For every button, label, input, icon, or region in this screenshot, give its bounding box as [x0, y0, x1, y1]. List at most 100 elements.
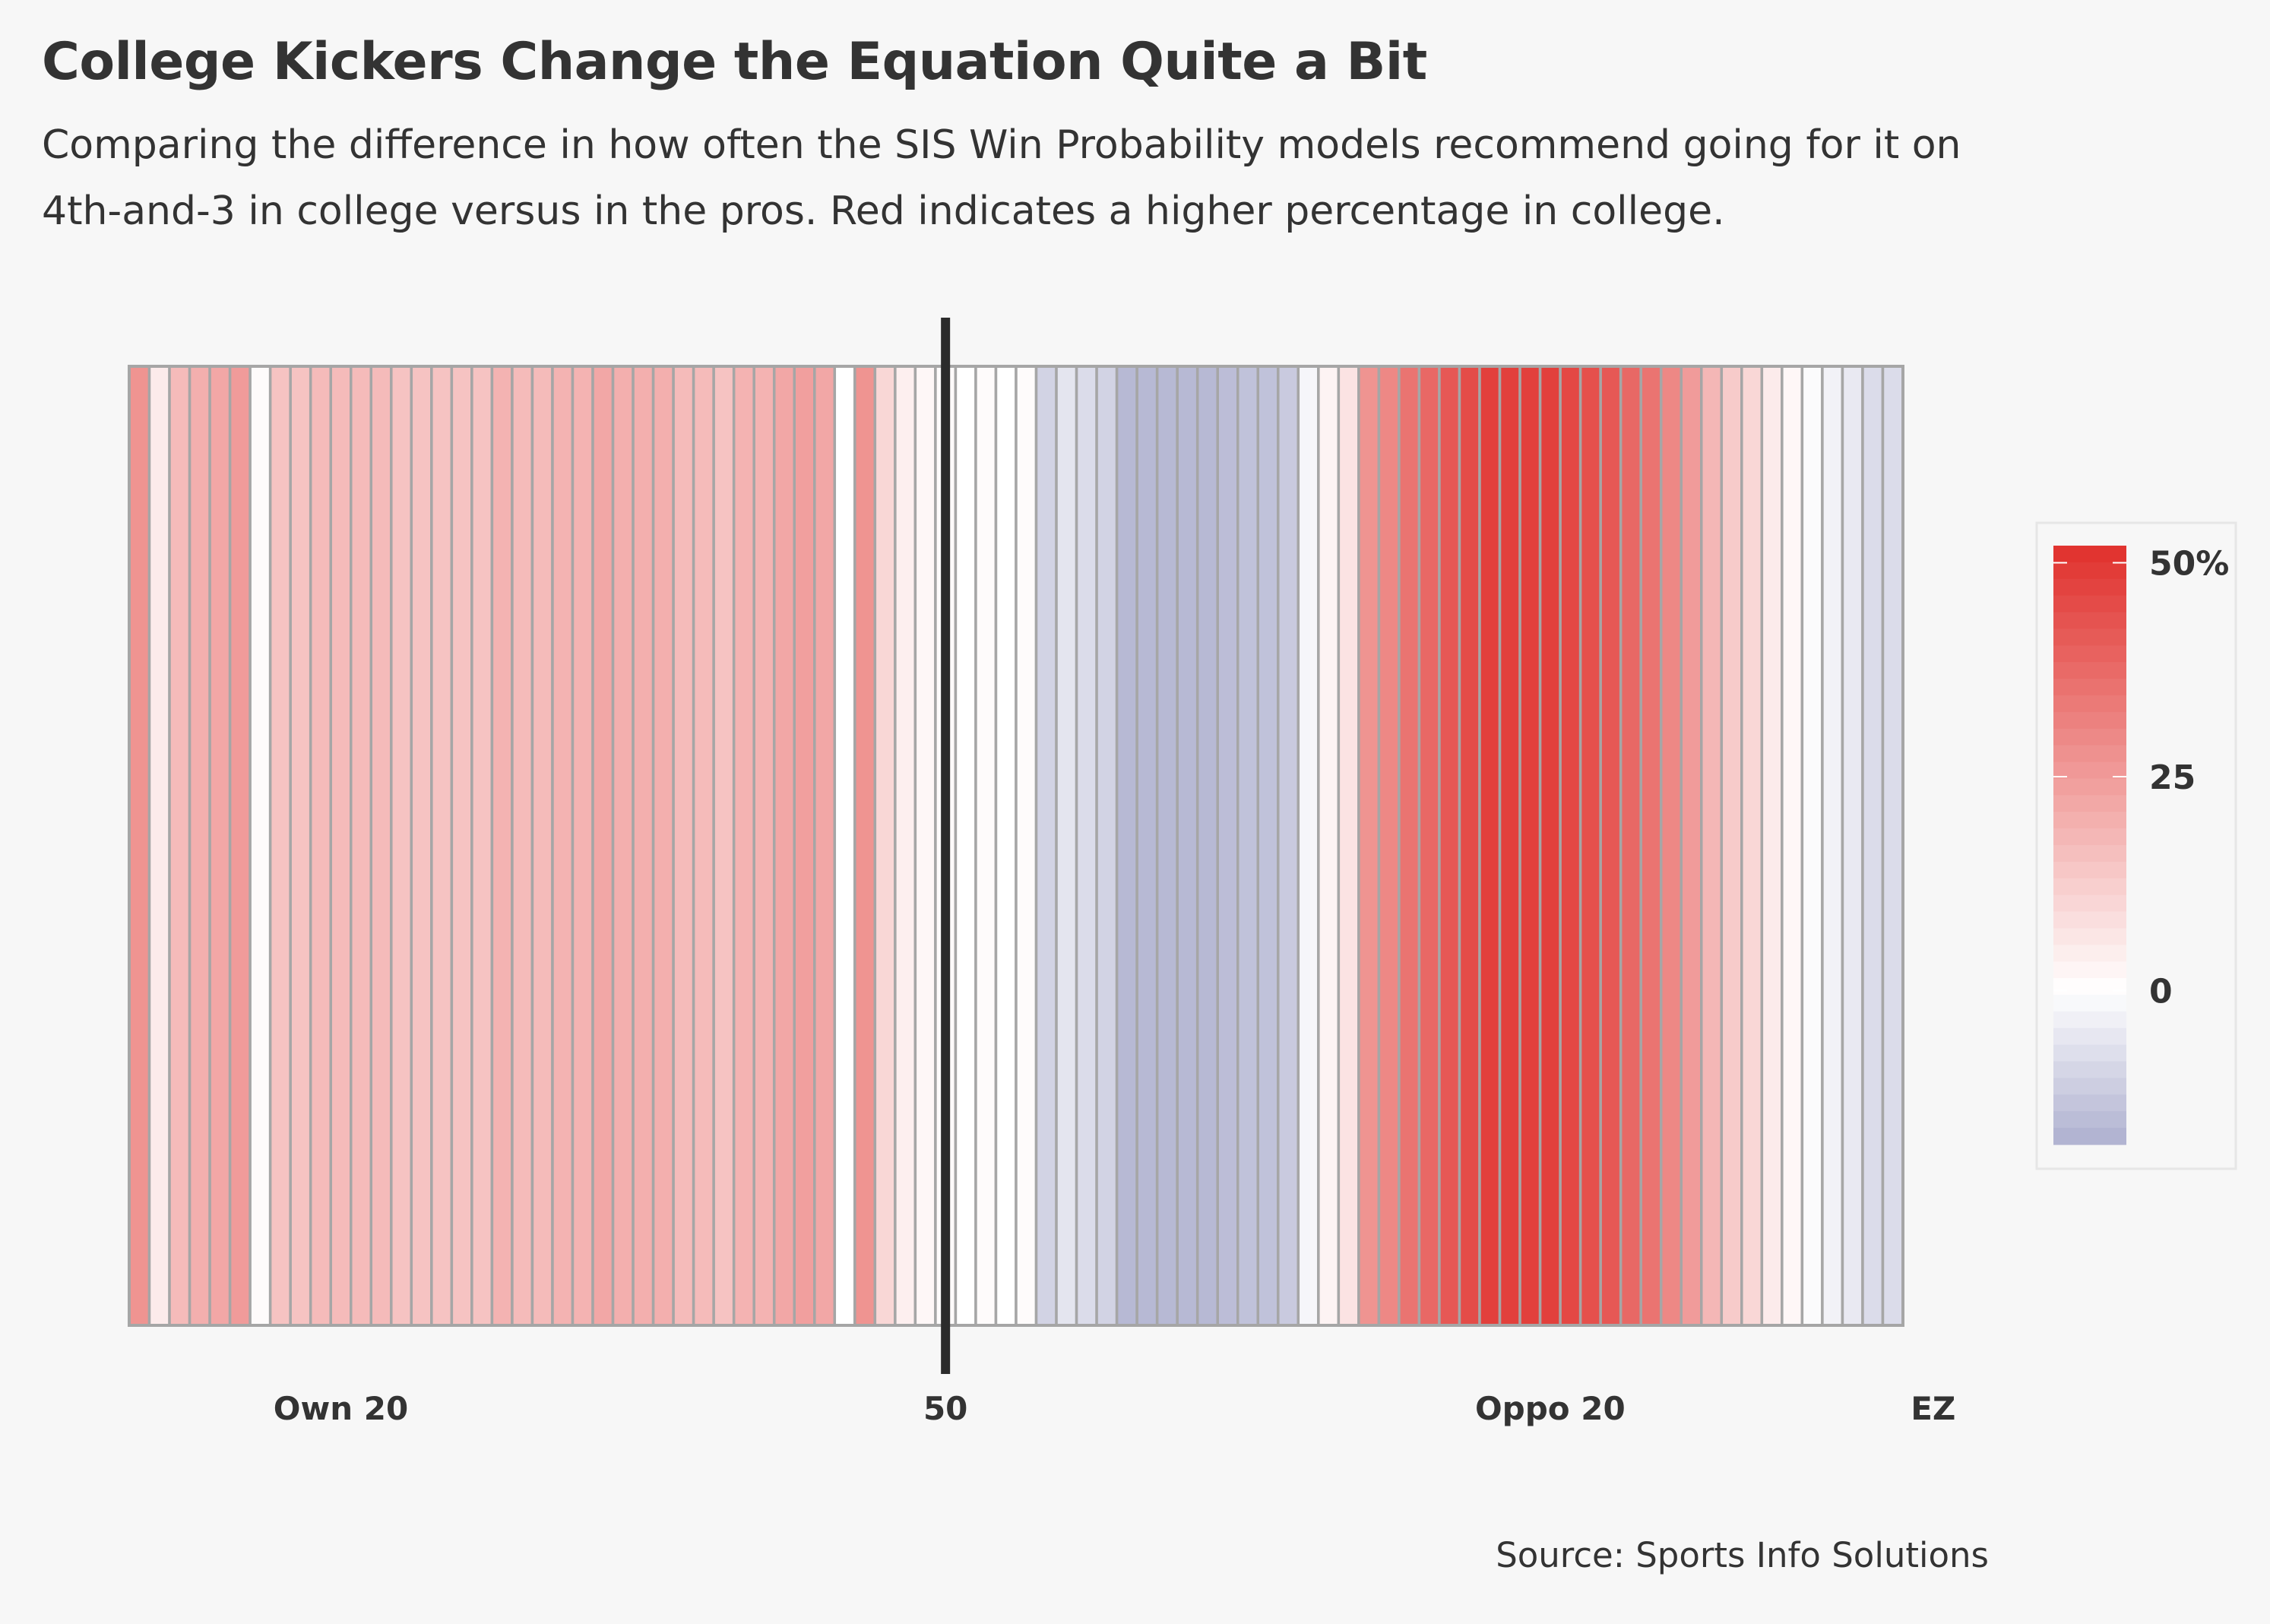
x-tick-label: Own 20: [274, 1390, 408, 1427]
heatmap-cell: [1800, 365, 1824, 1327]
legend-color-step: [2053, 812, 2126, 829]
legend-color-bar: [2053, 546, 2126, 1145]
heatmap-cell: [1559, 365, 1582, 1327]
legend-color-step: [2053, 546, 2126, 563]
heatmap-cell: [1518, 365, 1542, 1327]
heatmap-cell: [793, 365, 816, 1327]
legend-color-step: [2053, 928, 2126, 945]
heatmap-cell: [551, 365, 575, 1327]
heatmap-cell: [894, 365, 917, 1327]
heatmap-cell: [1377, 365, 1401, 1327]
legend-color-step: [2053, 978, 2126, 996]
heatmap-cell: [1115, 365, 1138, 1327]
heatmap-cell: [571, 365, 594, 1327]
legend-color-step: [2053, 1061, 2126, 1079]
heatmap-cell: [833, 365, 856, 1327]
legend-color-step: [2053, 1027, 2126, 1046]
heatmap-cell: [208, 365, 232, 1327]
heatmap-cell: [1619, 365, 1642, 1327]
heatmap-cell: [1781, 365, 1804, 1327]
heatmap-cell: [853, 365, 877, 1327]
heatmap-cell: [289, 365, 312, 1327]
heatmap-cell: [1498, 365, 1521, 1327]
heatmap-cell: [188, 365, 211, 1327]
heatmap-cell: [954, 365, 977, 1327]
heatmap-cell: [1538, 365, 1562, 1327]
heatmap-cell: [1478, 365, 1502, 1327]
heatmap-cell: [1155, 365, 1179, 1327]
legend-color-step: [2053, 562, 2126, 580]
heatmap-cell: [490, 365, 514, 1327]
x-axis-labels: Own 20 50 Oppo 20 EZ: [274, 1390, 1956, 1427]
heatmap-cell: [268, 365, 292, 1327]
legend-color-step: [2053, 679, 2126, 696]
legend-color-step: [2053, 745, 2126, 763]
heatmap-cell: [1700, 365, 1724, 1327]
heatmap-cell: [1760, 365, 1784, 1327]
legend-color-step: [2053, 612, 2126, 630]
legend-color-step: [2053, 961, 2126, 979]
heatmap-cell: [470, 365, 494, 1327]
x-tick-label: EZ: [1911, 1390, 1955, 1427]
heatmap-cells: [128, 365, 1904, 1327]
heatmap-cell: [1296, 365, 1320, 1327]
heatmap-cell: [369, 365, 393, 1327]
heatmap-cell: [1176, 365, 1199, 1327]
plot-frame: [128, 365, 1904, 1327]
legend-color-step: [2053, 911, 2126, 929]
legend-color-step: [2053, 1044, 2126, 1062]
legend-color-step: [2053, 711, 2126, 730]
legend-color-step: [2053, 1128, 2126, 1145]
heatmap-cell: [1639, 365, 1663, 1327]
heatmap-cell: [1034, 365, 1058, 1327]
legend-tick-label: 50%: [2149, 545, 2229, 584]
heatmap-cell: [772, 365, 796, 1327]
heatmap-cell: [1216, 365, 1239, 1327]
legend-ticks: 50% 25 0: [2053, 545, 2229, 1011]
heatmap-cell: [1135, 365, 1159, 1327]
heatmap-cell: [309, 365, 332, 1327]
legend-color-step: [2053, 828, 2126, 846]
heatmap-cell: [873, 365, 897, 1327]
heatmap-cell: [1236, 365, 1260, 1327]
x-tick-label: 50: [923, 1390, 967, 1427]
heatmap-cell: [974, 365, 998, 1327]
legend-color-step: [2053, 778, 2126, 796]
heatmap-cell: [1680, 365, 1703, 1327]
heatmap-cell: [732, 365, 755, 1327]
heatmap-cell: [1337, 365, 1360, 1327]
heatmap-cell: [147, 365, 171, 1327]
heatmap-cell: [712, 365, 736, 1327]
legend-color-step: [2053, 728, 2126, 746]
heatmap-cell: [692, 365, 715, 1327]
heatmap-cell: [632, 365, 655, 1327]
heatmap-cell: [1357, 365, 1381, 1327]
heatmap-cell: [329, 365, 353, 1327]
legend-color-step: [2053, 662, 2126, 679]
heatmap-cell: [128, 365, 151, 1327]
heatmap-cell: [249, 365, 272, 1327]
legend-color-step: [2053, 878, 2126, 896]
heatmap-cell: [1075, 365, 1098, 1327]
midfield-line: [941, 318, 951, 1374]
chart-subtitle: Comparing the difference in how often th…: [42, 122, 1961, 234]
legend-color-step: [2053, 1011, 2126, 1029]
legend-color-step: [2053, 845, 2126, 863]
heatmap-cell: [1277, 365, 1300, 1327]
heatmap-cell: [1195, 365, 1219, 1327]
heatmap-cell: [752, 365, 776, 1327]
heatmap-cell: [1740, 365, 1764, 1327]
legend-color-step: [2053, 761, 2126, 780]
heatmap-cell: [410, 365, 433, 1327]
legend-color-step: [2053, 861, 2126, 879]
heatmap-cell: [1055, 365, 1078, 1327]
heatmap-cell: [390, 365, 413, 1327]
heatmap-cell: [1881, 365, 1904, 1327]
legend-color-step: [2053, 795, 2126, 812]
heatmap-cell: [228, 365, 252, 1327]
heatmap-cell: [1841, 365, 1864, 1327]
heatmap-cell: [1317, 365, 1341, 1327]
legend-color-step: [2053, 628, 2126, 646]
heatmap-cell: [511, 365, 534, 1327]
legend-color-step: [2053, 695, 2126, 713]
